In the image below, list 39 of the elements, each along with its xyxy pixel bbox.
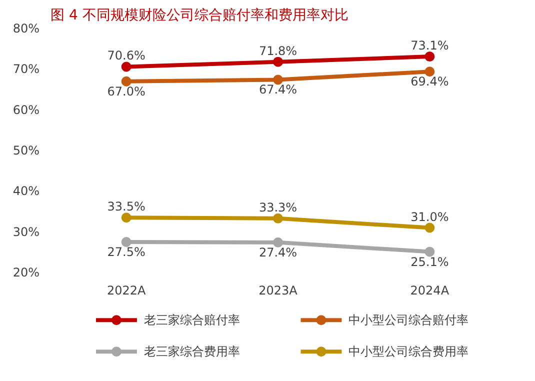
point	[273, 237, 283, 248]
y-tick-label: 30%	[12, 224, 40, 239]
legend-label: 老三家综合赔付率	[144, 313, 240, 328]
y-tick-label: 80%	[12, 22, 40, 36]
y-tick-label: 20%	[12, 266, 40, 280]
data-label: 33.3%	[258, 200, 298, 214]
legend-label: 中小型公司综合赔付率	[348, 313, 469, 328]
data-label: 70.6%	[107, 48, 146, 63]
data-label: 67.0%	[107, 84, 146, 98]
legend-label: 中小型公司综合费用率	[348, 344, 469, 359]
point	[121, 237, 132, 247]
chart-title: 图 4 不同规模财险公司综合赔付率和费用率对比	[50, 8, 348, 24]
point	[273, 56, 283, 67]
point	[424, 66, 435, 77]
x-tick-label: 2023A	[258, 284, 298, 298]
data-label: 33.5%	[107, 200, 146, 214]
y-tick-label: 50%	[12, 144, 40, 158]
y-tick-label: 40%	[12, 184, 40, 198]
y-tick-label: 60%	[12, 102, 40, 117]
data-label: 27.4%	[258, 245, 298, 260]
data-label: 69.4%	[410, 74, 449, 89]
point	[424, 222, 435, 233]
point	[424, 52, 435, 62]
point	[121, 212, 132, 223]
data-label: 27.5%	[107, 245, 146, 259]
data-label: 25.1%	[410, 254, 449, 269]
x-tick-label: 2024A	[410, 284, 450, 298]
point	[273, 74, 283, 85]
point	[121, 76, 132, 86]
data-label: 71.8%	[258, 44, 298, 58]
y-tick-label: 70%	[12, 62, 40, 76]
point	[424, 246, 435, 257]
point	[121, 62, 132, 72]
data-label: 31.0%	[410, 210, 449, 224]
data-label: 67.4%	[258, 82, 298, 97]
point	[273, 213, 283, 224]
legend-label: 老三家综合费用率	[144, 344, 240, 359]
data-label: 73.1%	[410, 38, 449, 53]
x-tick-label: 2022A	[106, 284, 146, 298]
